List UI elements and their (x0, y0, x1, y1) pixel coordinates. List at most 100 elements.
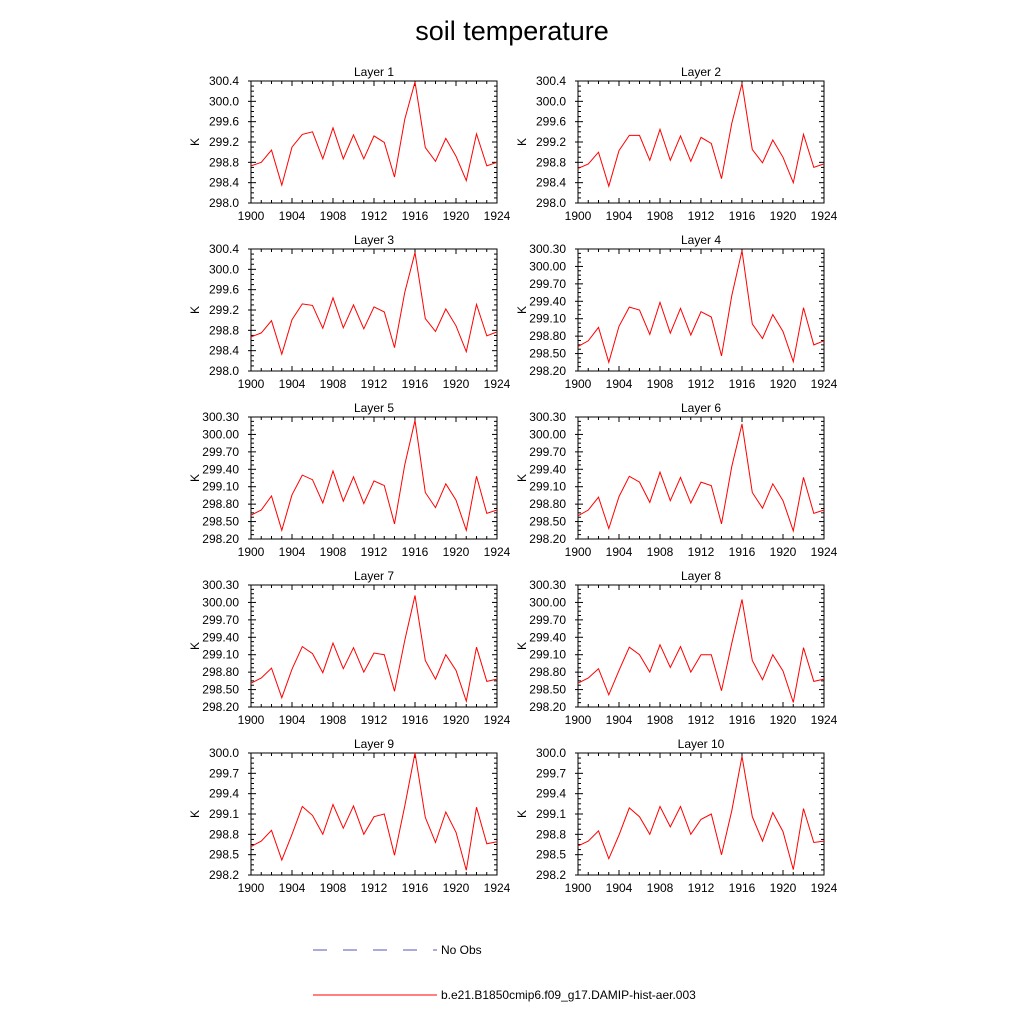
x-tick-label: 1908 (647, 713, 674, 727)
y-tick-label: 298.80 (202, 497, 239, 511)
series-line-model (577, 83, 825, 188)
plot-frame (250, 584, 498, 708)
series-line-model (250, 81, 498, 188)
panel-title: Layer 4 (681, 233, 721, 247)
y-tick-label: 298.0 (536, 196, 566, 210)
y-tick-label: 299.2 (209, 303, 239, 317)
y-tick-label: 299.40 (202, 462, 239, 476)
x-tick-label: 1912 (361, 713, 388, 727)
x-tick-label: 1904 (279, 881, 306, 895)
y-tick-label: 298.80 (529, 329, 566, 343)
x-tick-label: 1924 (811, 881, 838, 895)
plot-frame (250, 80, 498, 204)
y-tick-label: 299.1 (536, 807, 566, 821)
series-line-model (577, 599, 825, 703)
y-tick-label: 300.0 (209, 94, 239, 108)
y-tick-label: 298.50 (202, 683, 239, 697)
y-tick-label: 300.00 (529, 259, 566, 273)
panel-title: Layer 5 (354, 401, 394, 415)
panel-title: Layer 2 (681, 65, 721, 79)
y-tick-label: 298.50 (529, 515, 566, 529)
x-tick-label: 1920 (770, 881, 797, 895)
y-tick-label: 298.5 (536, 848, 566, 862)
y-tick-label: 298.0 (209, 196, 239, 210)
x-tick-label: 1908 (647, 209, 674, 223)
x-tick-label: 1904 (606, 713, 633, 727)
y-tick-label: 300.00 (202, 427, 239, 441)
panel-title: Layer 7 (354, 569, 394, 583)
y-tick-label: 299.10 (529, 312, 566, 326)
x-tick-label: 1904 (279, 713, 306, 727)
y-tick-label: 298.0 (209, 364, 239, 378)
x-tick-label: 1916 (729, 713, 756, 727)
panel-layer-1: Layer 1 K 1900 1904 1908 1912 1916 1920 1924 298.… (188, 65, 511, 223)
figure-title: soil temperature (415, 16, 609, 46)
x-tick-label: 1908 (320, 881, 347, 895)
x-tick-label: 1900 (565, 209, 592, 223)
plot-frame (577, 416, 825, 540)
x-tick-label: 1912 (688, 377, 715, 391)
y-tick-label: 298.50 (202, 515, 239, 529)
x-tick-label: 1924 (811, 209, 838, 223)
y-tick-label: 300.30 (202, 578, 239, 592)
panel-layer-10: Layer 10 K 1900 1904 1908 1912 1916 1920 1924 298… (515, 737, 838, 895)
x-tick-label: 1920 (770, 209, 797, 223)
panel-title: Layer 8 (681, 569, 721, 583)
y-tick-label: 300.00 (529, 427, 566, 441)
y-tick-label: 299.10 (529, 648, 566, 662)
x-tick-label: 1924 (484, 881, 511, 895)
y-tick-label: 299.2 (209, 135, 239, 149)
y-tick-label: 298.8 (209, 827, 239, 841)
x-tick-label: 1900 (238, 209, 265, 223)
y-tick-label: 298.50 (529, 683, 566, 697)
x-tick-label: 1908 (647, 377, 674, 391)
y-tick-label: 298.20 (529, 700, 566, 714)
y-tick-label: 299.40 (529, 462, 566, 476)
y-tick-label: 300.00 (202, 595, 239, 609)
y-tick-label: 298.4 (209, 176, 239, 190)
x-tick-label: 1904 (606, 881, 633, 895)
y-tick-label: 298.50 (529, 347, 566, 361)
y-tick-label: 299.40 (202, 630, 239, 644)
y-tick-label: 300.30 (529, 410, 566, 424)
y-tick-label: 299.70 (202, 613, 239, 627)
y-tick-label: 299.70 (529, 277, 566, 291)
x-tick-label: 1916 (729, 209, 756, 223)
panel-title: Layer 9 (354, 737, 394, 751)
x-tick-label: 1916 (402, 209, 429, 223)
panel-layer-2: Layer 2 K 1900 1904 1908 1912 1916 1920 1924 298.… (515, 65, 838, 223)
y-tick-label: 298.8 (536, 155, 566, 169)
x-tick-label: 1924 (811, 713, 838, 727)
panel-layer-6: Layer 6 K 1900 1904 1908 1912 1916 1920 1924 298.… (515, 401, 838, 559)
x-tick-label: 1908 (320, 545, 347, 559)
x-tick-label: 1916 (729, 881, 756, 895)
panel-title: Layer 10 (678, 737, 725, 751)
panel-layer-4: Layer 4 K 1900 1904 1908 1912 1916 1920 1924 298.… (515, 233, 838, 391)
y-tick-label: 299.10 (202, 648, 239, 662)
y-tick-label: 298.80 (529, 497, 566, 511)
y-tick-label: 298.80 (529, 665, 566, 679)
legend-label: b.e21.B1850cmip6.f09_g17.DAMIP-hist-aer.… (441, 988, 696, 1002)
series-line-model (577, 423, 825, 533)
x-tick-label: 1912 (361, 209, 388, 223)
y-tick-label: 299.6 (209, 283, 239, 297)
legend-label: No Obs (441, 943, 482, 957)
panel-layer-3: Layer 3 K 1900 1904 1908 1912 1916 1920 1924 298.… (188, 233, 511, 391)
x-tick-label: 1916 (402, 881, 429, 895)
x-tick-label: 1924 (811, 545, 838, 559)
series-line-model (250, 752, 498, 871)
plot-frame (250, 752, 498, 876)
x-tick-label: 1916 (402, 713, 429, 727)
y-tick-label: 300.4 (536, 74, 566, 88)
y-axis-label: K (188, 138, 202, 146)
x-tick-label: 1908 (320, 377, 347, 391)
x-tick-label: 1916 (402, 545, 429, 559)
y-tick-label: 298.8 (209, 155, 239, 169)
y-tick-label: 299.1 (209, 807, 239, 821)
x-tick-label: 1924 (484, 713, 511, 727)
x-tick-label: 1912 (688, 713, 715, 727)
x-tick-label: 1920 (443, 881, 470, 895)
plot-frame (250, 248, 498, 372)
y-tick-label: 300.30 (202, 410, 239, 424)
series-line-model (577, 756, 825, 870)
